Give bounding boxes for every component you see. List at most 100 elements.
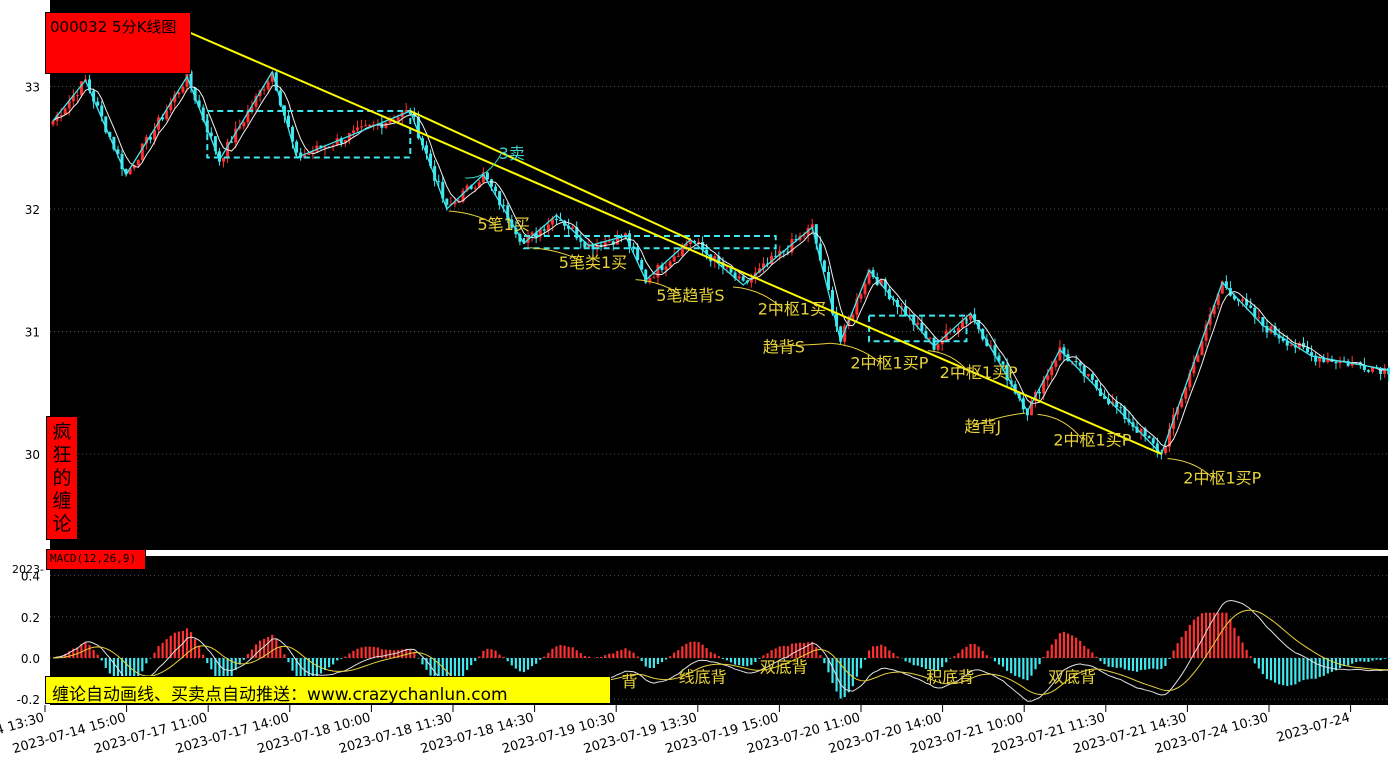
candle-body — [1322, 357, 1326, 362]
candle-body — [534, 232, 538, 237]
candle-body — [632, 246, 636, 249]
candle-body — [822, 260, 826, 272]
candle-body — [749, 278, 753, 283]
candle-body — [1224, 281, 1228, 289]
signal-arrow — [732, 286, 783, 309]
candle-body — [1310, 352, 1314, 356]
candle-body — [1208, 314, 1212, 325]
brand-char: 的 — [52, 467, 72, 489]
candle-body — [960, 320, 964, 328]
candle-body — [404, 110, 408, 113]
candle-body — [242, 122, 246, 127]
candle-body — [282, 105, 286, 116]
candle-body — [989, 345, 993, 347]
brand-char: 狂 — [52, 444, 72, 466]
macd-label-box: MACD(12,26,9) — [46, 549, 146, 570]
candle-body — [286, 115, 290, 127]
macd-signal-label: 背 — [622, 672, 638, 691]
candle-body — [246, 111, 250, 123]
candle-body — [802, 235, 806, 237]
candle-body — [1253, 307, 1257, 318]
candle-body — [1013, 384, 1017, 394]
signal-arrow — [972, 412, 1026, 427]
signal-label: 2中枢1买P — [850, 353, 928, 372]
candle-body — [701, 242, 705, 250]
candle-body — [388, 120, 392, 123]
candle-body — [185, 71, 189, 87]
signal-label: 2中枢1买P — [1053, 430, 1131, 449]
candle-body — [1379, 368, 1383, 374]
candle-body — [818, 243, 822, 261]
candle-body — [136, 160, 140, 166]
candle-body — [193, 87, 197, 101]
signal-label: 趋背S — [763, 337, 805, 356]
candle-body — [319, 145, 323, 149]
promo-banner[interactable]: 缠论自动画线、买卖点自动推送：www.crazychanlun.com — [45, 676, 611, 705]
candle-body — [969, 314, 973, 320]
candle-body — [51, 120, 55, 125]
candle-body — [1220, 281, 1224, 294]
candle-body — [676, 255, 680, 257]
candle-body — [1277, 334, 1281, 339]
candle-body — [213, 136, 217, 152]
candle-body — [116, 149, 120, 154]
signal-arrow — [635, 279, 681, 296]
candle-body — [453, 201, 457, 205]
candle-body — [579, 238, 583, 242]
candle-body — [518, 234, 522, 242]
candle-body — [855, 298, 859, 315]
macd-label: MACD(12,26,9) — [50, 552, 137, 565]
signal-label: 2中枢1买P — [1183, 468, 1261, 487]
candle-body — [416, 116, 420, 139]
candle-body — [1107, 398, 1111, 404]
candle-body — [603, 241, 607, 247]
candle-body — [1119, 407, 1123, 409]
candle-body — [506, 205, 510, 220]
candle-body — [327, 146, 331, 148]
candle-body — [826, 271, 830, 291]
candle-body — [181, 86, 185, 93]
candle-body — [786, 251, 790, 253]
candle-body — [1371, 367, 1374, 372]
candle-body — [429, 153, 433, 167]
candle-body — [485, 172, 489, 180]
macd-tick-label: 0.2 — [21, 611, 40, 625]
candle-body — [660, 264, 664, 270]
price-tick-label: 30 — [25, 448, 40, 462]
candle-body — [1115, 401, 1119, 408]
candle-body — [843, 325, 847, 342]
candle-body — [542, 229, 546, 231]
promo-text: 缠论自动画线、买卖点自动推送：www.crazychanlun.com — [52, 685, 508, 705]
candle-body — [372, 124, 376, 126]
candle-body — [1216, 293, 1220, 306]
candle-body — [1005, 364, 1009, 381]
signal-arrow — [1037, 413, 1083, 440]
signal-arrow — [448, 210, 494, 225]
candle-body — [1054, 360, 1058, 367]
candle-body — [311, 151, 315, 153]
candle-body — [1346, 361, 1350, 366]
candle-body — [973, 314, 977, 321]
candle-body — [396, 117, 400, 121]
candle-body — [595, 244, 599, 250]
candle-body — [879, 279, 883, 286]
macd-signal-label: 双底背 — [760, 657, 808, 676]
candle-body — [144, 136, 148, 144]
candle-body — [1366, 370, 1370, 372]
candle-body — [1200, 340, 1204, 356]
candle-body — [863, 283, 867, 295]
candle-body — [437, 180, 441, 182]
candle-body — [351, 130, 355, 133]
candle-body — [900, 306, 904, 308]
candle-body — [1038, 391, 1042, 394]
candle-body — [1232, 295, 1236, 300]
candle-body — [932, 337, 936, 350]
signal-arrow — [830, 342, 880, 363]
candle-body — [729, 266, 733, 273]
candle-body — [668, 261, 672, 267]
candle-body — [956, 327, 960, 333]
candle-body — [140, 143, 144, 161]
candle-body — [502, 205, 506, 207]
candle-body — [477, 182, 481, 188]
